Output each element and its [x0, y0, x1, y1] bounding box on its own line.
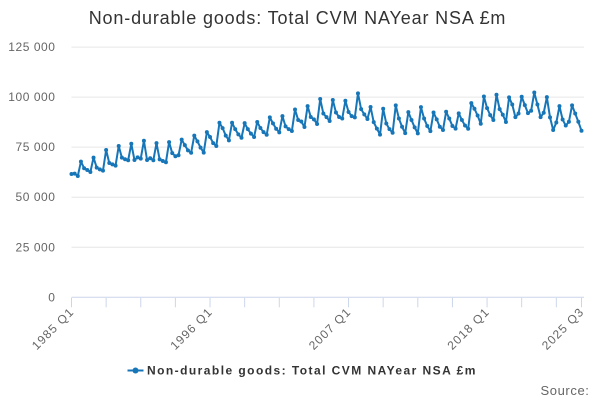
svg-text:Non-durable goods: Total CVM N: Non-durable goods: Total CVM NAYear NSA … — [89, 8, 507, 28]
svg-text:125 000: 125 000 — [8, 40, 55, 54]
svg-text:25 000: 25 000 — [15, 240, 55, 254]
svg-text:75 000: 75 000 — [15, 140, 55, 154]
svg-text:Source:: Source: — [540, 383, 589, 398]
svg-text:100 000: 100 000 — [8, 90, 55, 104]
svg-text:Non-durable goods: Total CVM N: Non-durable goods: Total CVM NAYear NSA … — [147, 364, 477, 378]
svg-text:0: 0 — [48, 290, 55, 304]
svg-text:50 000: 50 000 — [15, 190, 55, 204]
